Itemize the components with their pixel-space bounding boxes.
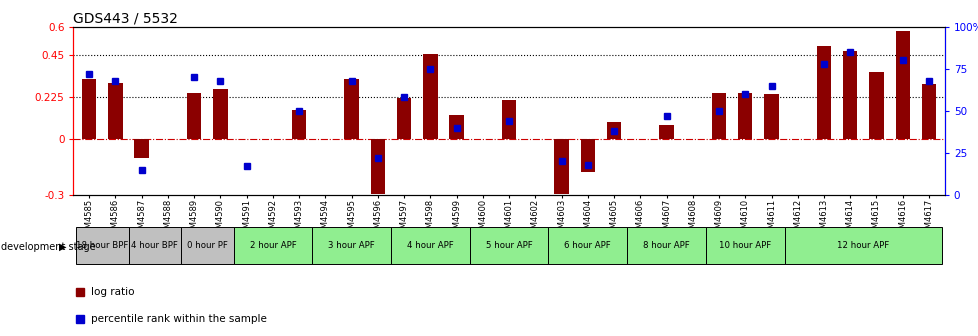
Bar <box>580 139 595 172</box>
Bar <box>711 93 726 139</box>
Bar <box>76 227 128 264</box>
Text: 0 hour PF: 0 hour PF <box>187 241 228 250</box>
Bar <box>128 227 181 264</box>
Bar <box>705 227 783 264</box>
Bar <box>213 89 227 139</box>
Bar <box>291 110 306 139</box>
Bar <box>737 93 752 139</box>
Bar <box>187 93 201 139</box>
Bar <box>449 115 464 139</box>
Text: GDS443 / 5532: GDS443 / 5532 <box>73 12 178 26</box>
Bar <box>842 51 857 139</box>
Bar <box>134 139 149 158</box>
Bar <box>469 227 548 264</box>
Bar <box>548 227 627 264</box>
Text: 3 hour APF: 3 hour APF <box>328 241 375 250</box>
Text: ▶: ▶ <box>59 242 67 252</box>
Bar <box>371 139 384 194</box>
Bar <box>783 227 941 264</box>
Bar <box>234 227 312 264</box>
Bar <box>627 227 705 264</box>
Bar <box>502 100 515 139</box>
Text: 18 hour BPF: 18 hour BPF <box>76 241 128 250</box>
Bar <box>764 94 778 139</box>
Bar <box>921 84 935 139</box>
Text: development stage: development stage <box>1 242 96 252</box>
Text: 6 hour APF: 6 hour APF <box>564 241 610 250</box>
Text: log ratio: log ratio <box>91 288 134 297</box>
Text: 4 hour APF: 4 hour APF <box>407 241 453 250</box>
Bar <box>868 72 883 139</box>
Bar <box>109 83 122 139</box>
Text: 12 hour APF: 12 hour APF <box>836 241 889 250</box>
Text: 4 hour BPF: 4 hour BPF <box>131 241 178 250</box>
Bar <box>344 79 359 139</box>
Bar <box>554 139 568 194</box>
Bar <box>895 31 909 139</box>
Text: percentile rank within the sample: percentile rank within the sample <box>91 314 266 324</box>
Bar <box>390 227 469 264</box>
Bar <box>422 54 437 139</box>
Bar <box>82 79 96 139</box>
Bar <box>181 227 234 264</box>
Text: 2 hour APF: 2 hour APF <box>249 241 296 250</box>
Bar <box>816 46 830 139</box>
Bar <box>312 227 390 264</box>
Bar <box>658 125 673 139</box>
Bar <box>606 122 621 139</box>
Text: 5 hour APF: 5 hour APF <box>485 241 532 250</box>
Bar <box>396 98 411 139</box>
Text: 10 hour APF: 10 hour APF <box>719 241 771 250</box>
Text: 8 hour APF: 8 hour APF <box>643 241 689 250</box>
